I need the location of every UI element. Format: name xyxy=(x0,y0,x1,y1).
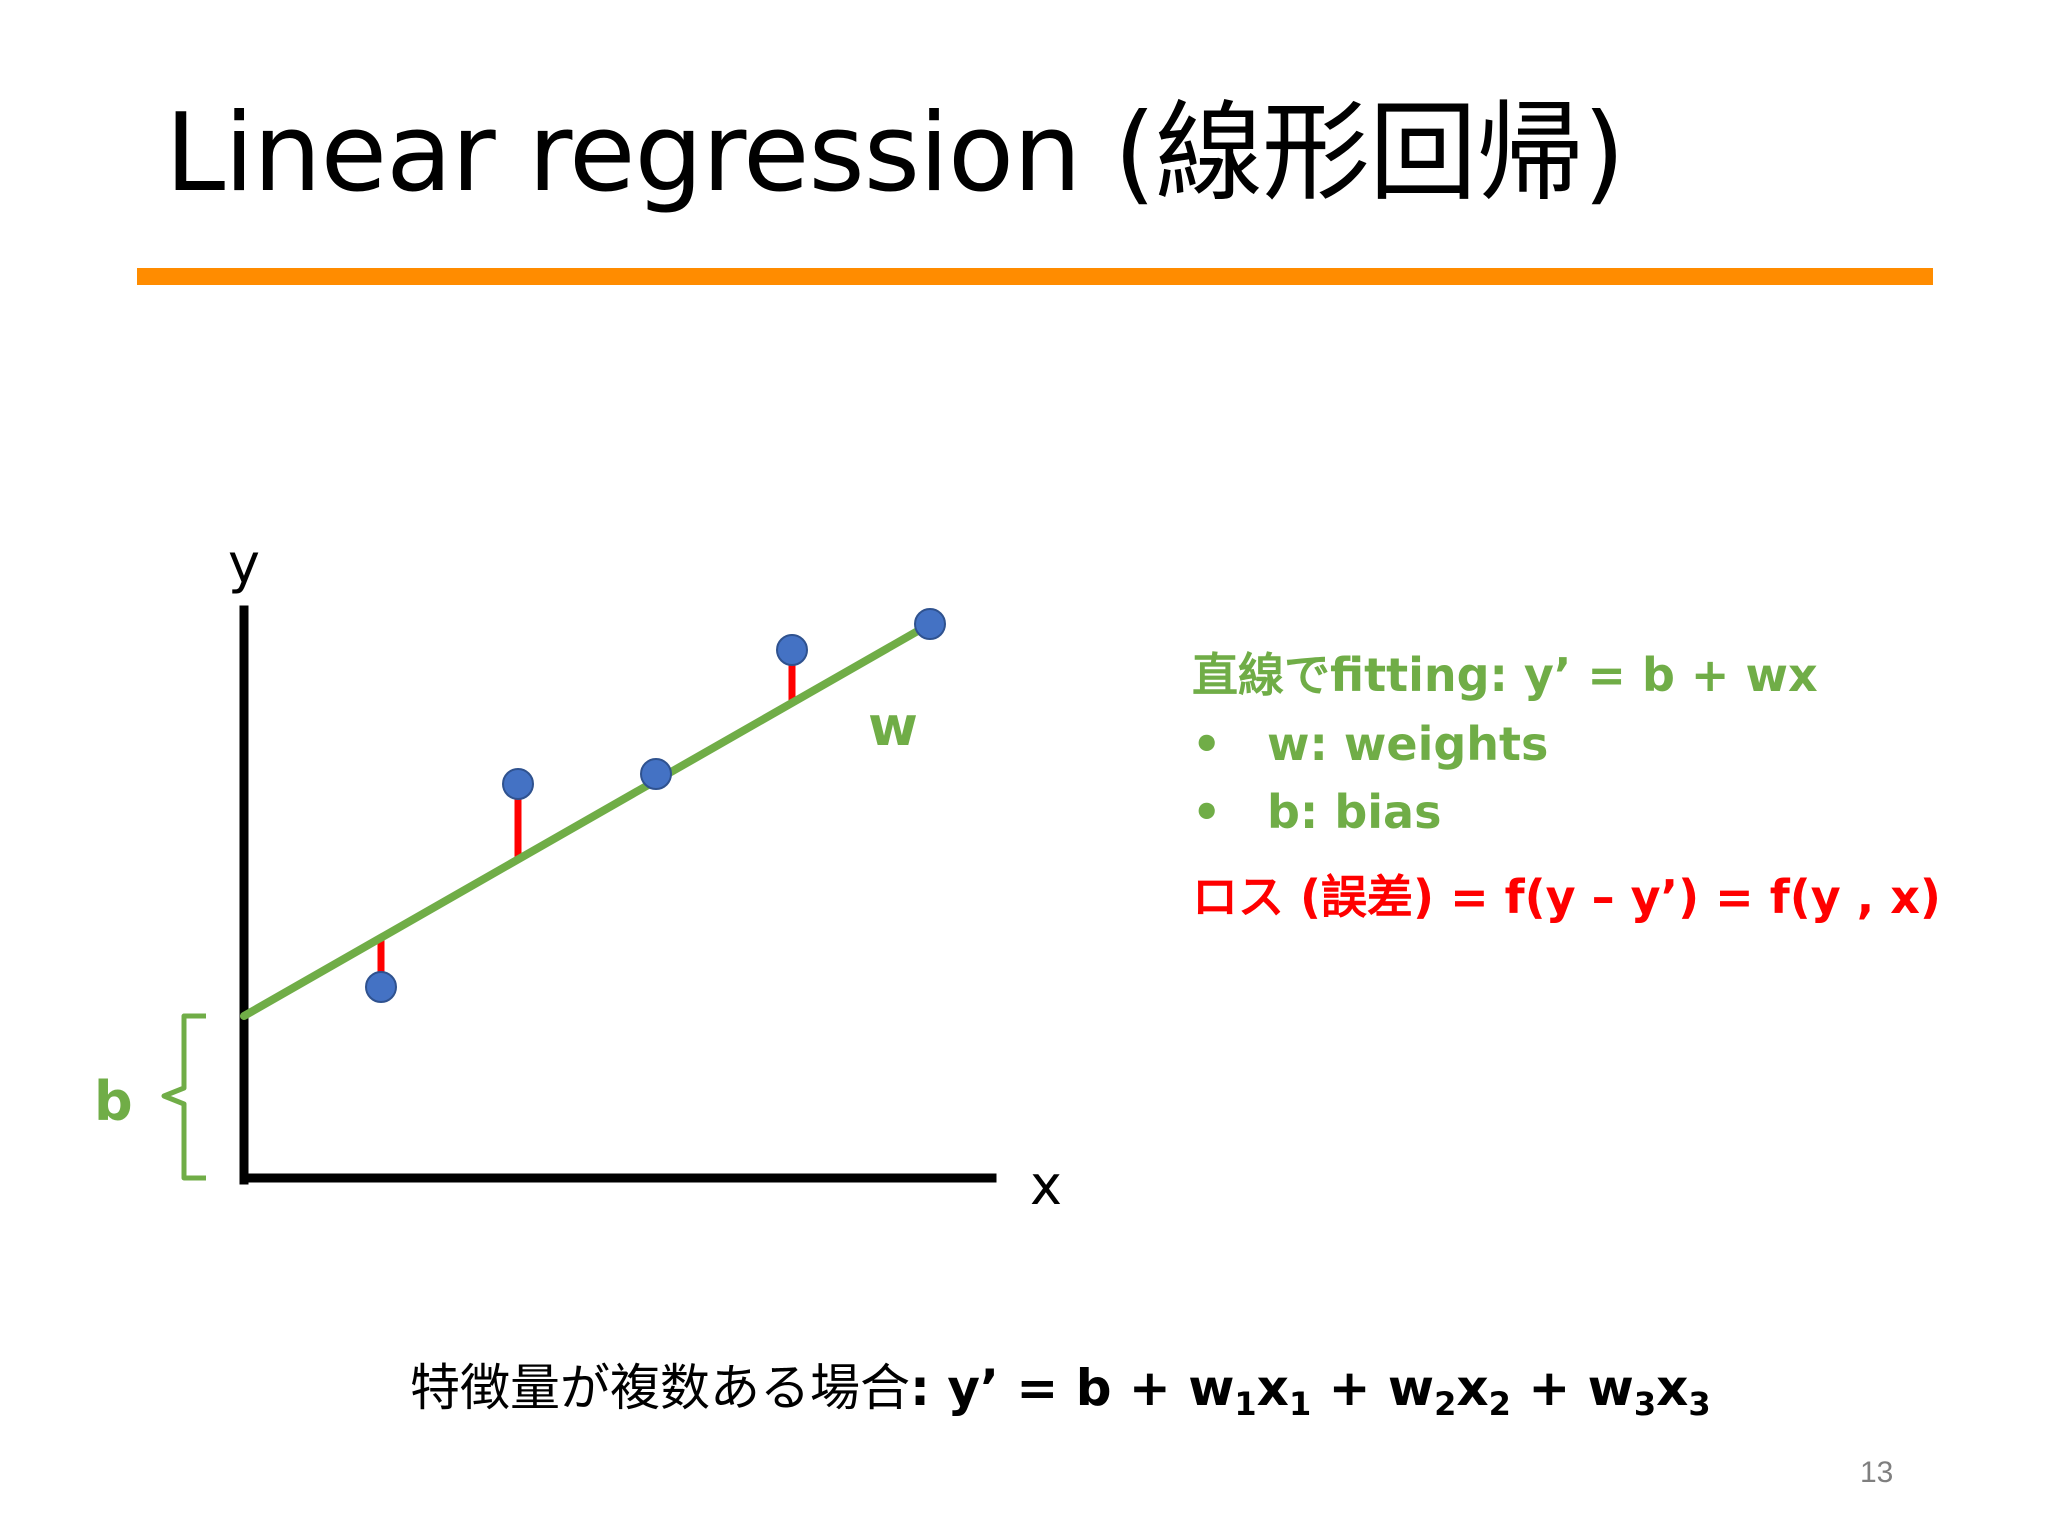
model-legend: 直線でfitting: y’ = b + wx • w: weights • b… xyxy=(1192,640,1941,932)
y-axis-label: y xyxy=(228,532,260,595)
formula-term-1: w1x1 + xyxy=(1188,1359,1388,1423)
data-point xyxy=(914,608,946,640)
term-separator: + xyxy=(1510,1359,1588,1417)
legend-item-bias: • b: bias xyxy=(1192,778,1941,846)
page-number: 13 xyxy=(1860,1456,1894,1489)
data-point xyxy=(502,768,534,800)
title-underline xyxy=(137,268,1933,285)
title-underline-bar xyxy=(137,268,1933,285)
intercept-label: b xyxy=(94,1070,133,1133)
legend-item-text: w: weights xyxy=(1267,717,1549,771)
feature-subscript: 3 xyxy=(1688,1385,1711,1423)
weight-symbol: w xyxy=(1188,1359,1235,1417)
feature-symbol: x xyxy=(1456,1359,1489,1417)
fitted-line xyxy=(240,620,934,1020)
legend-item-weights: • w: weights xyxy=(1192,710,1941,778)
formula-term-3: w3x3 xyxy=(1587,1359,1711,1423)
bullet-icon: • xyxy=(1192,717,1222,771)
data-point xyxy=(365,971,397,1003)
fit-equation: 直線でfitting: y’ = b + wx xyxy=(1192,648,1818,702)
formula-prefix: 特徴量が複数ある場合 xyxy=(410,1359,910,1417)
weight-symbol: w xyxy=(1387,1359,1435,1417)
weight-subscript: 3 xyxy=(1633,1385,1657,1423)
bullet-icon: • xyxy=(1192,785,1222,839)
formula-lhs: y’ = b + xyxy=(930,1359,1189,1417)
feature-subscript: 2 xyxy=(1488,1385,1511,1423)
data-point xyxy=(640,758,672,790)
feature-symbol: x xyxy=(1656,1359,1689,1417)
formula-colon: : xyxy=(910,1359,930,1417)
data-point xyxy=(776,634,808,666)
loss-equation: ロス (誤差) = f(y – y’) = f(y , x) xyxy=(1192,870,1941,924)
term-separator: + xyxy=(1311,1359,1388,1417)
weight-symbol: w xyxy=(1587,1359,1634,1417)
formula-term-2: w2x2 + xyxy=(1387,1359,1588,1423)
weight-subscript: 1 xyxy=(1234,1385,1257,1423)
multi-feature-formula: 特徴量が複数ある場合: y’ = b + w1x1 + w2x2 + w3x3 xyxy=(410,1348,1711,1423)
weight-subscript: 2 xyxy=(1434,1385,1457,1423)
feature-subscript: 1 xyxy=(1288,1385,1312,1423)
feature-symbol: x xyxy=(1256,1359,1289,1417)
legend-item-text: b: bias xyxy=(1267,785,1442,839)
intercept-brace xyxy=(161,1013,206,1181)
slope-label: w xyxy=(868,695,918,758)
slide-title: Linear regression (線形回帰) xyxy=(165,91,1625,216)
x-axis-label: x xyxy=(1030,1154,1062,1217)
